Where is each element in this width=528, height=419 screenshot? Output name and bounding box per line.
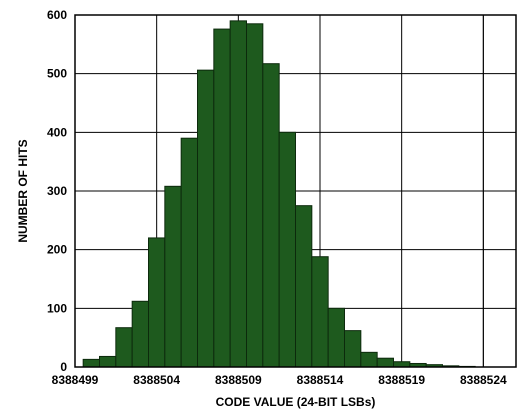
- histogram-bar: [99, 355, 117, 368]
- plot-frame: [74, 14, 517, 368]
- y-tick-label: 0: [60, 360, 67, 374]
- x-tick-label: 8388514: [297, 373, 344, 387]
- histogram-bar: [246, 23, 264, 368]
- bars: [82, 20, 476, 368]
- y-tick-label: 200: [47, 243, 67, 257]
- histogram-bar: [311, 256, 329, 368]
- histogram-bar: [376, 357, 394, 368]
- y-tick-label: 400: [47, 125, 67, 139]
- x-tick-label: 8388519: [378, 373, 425, 387]
- histogram-bar: [197, 69, 215, 368]
- histogram-bar: [278, 131, 296, 368]
- histogram-bar: [213, 28, 231, 368]
- x-tick-labels: 8388499 8388504 8388509 8388514 8388519 83885…: [52, 373, 507, 387]
- y-tick-label: 600: [47, 8, 67, 22]
- histogram-bar: [327, 307, 345, 368]
- histogram-bar: [82, 358, 100, 368]
- histogram-bar: [148, 237, 166, 368]
- histogram-bar: [344, 330, 362, 368]
- histogram-bar: [295, 205, 313, 368]
- y-tick-label: 100: [47, 301, 67, 315]
- x-tick-label: 8388524: [460, 373, 507, 387]
- histogram-bar: [393, 361, 411, 368]
- histogram-bar: [360, 351, 378, 368]
- y-axis-title: NUMBER OF HITS: [16, 139, 30, 242]
- x-tick-label: 8388504: [133, 373, 180, 387]
- histogram-bar: [131, 300, 150, 368]
- x-tick-label: 8388509: [215, 373, 262, 387]
- y-tick-label: 500: [47, 67, 67, 81]
- x-tick-label: 8388499: [52, 373, 99, 387]
- histogram-bar: [262, 63, 280, 368]
- y-tick-labels: 0 100 200 300 400 500 600: [47, 8, 67, 374]
- histogram-bar: [115, 327, 133, 368]
- histogram-bar: [164, 185, 182, 368]
- histogram-bar: [229, 20, 248, 368]
- x-axis-title: CODE VALUE (24-BIT LSBs): [216, 395, 376, 409]
- y-tick-label: 300: [47, 184, 67, 198]
- histogram-bar: [180, 137, 199, 368]
